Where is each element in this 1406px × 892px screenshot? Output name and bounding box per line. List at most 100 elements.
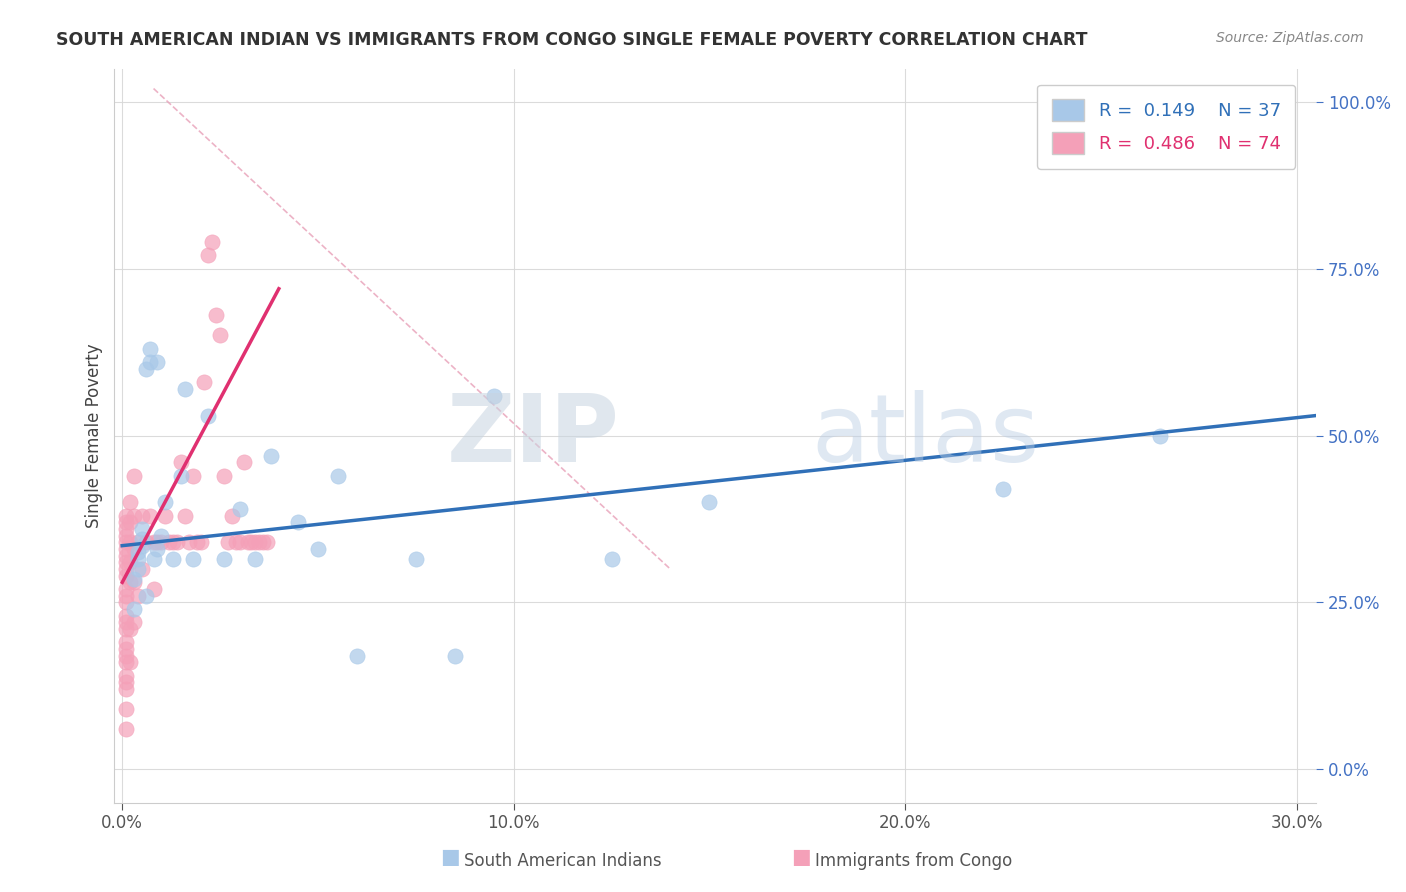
Point [120, 555, 142, 569]
Point [115, 595, 138, 609]
Point [135, 535, 157, 549]
Point [991, 482, 1014, 496]
Point [193, 375, 215, 389]
Point [120, 656, 142, 670]
Point [212, 468, 235, 483]
Point [173, 508, 195, 523]
Point [228, 535, 250, 549]
Point [209, 328, 232, 343]
Point [138, 355, 160, 369]
Point [138, 342, 160, 356]
Point [115, 508, 138, 523]
Point [260, 449, 283, 463]
Point [245, 535, 267, 549]
Point [245, 552, 267, 566]
Text: SOUTH AMERICAN INDIAN VS IMMIGRANTS FROM CONGO SINGLE FEMALE POVERTY CORRELATION: SOUTH AMERICAN INDIAN VS IMMIGRANTS FROM… [56, 31, 1088, 49]
Point [142, 535, 165, 549]
Point [127, 552, 149, 566]
Point [326, 468, 349, 483]
Point [115, 702, 138, 716]
Point [346, 648, 368, 663]
Point [122, 541, 145, 556]
Point [120, 622, 142, 636]
Point [115, 582, 138, 596]
Point [170, 455, 193, 469]
Point [122, 468, 145, 483]
Point [201, 235, 224, 249]
Point [115, 648, 138, 663]
Point [166, 535, 188, 549]
Point [240, 535, 263, 549]
Point [142, 582, 165, 596]
Text: ZIP: ZIP [446, 390, 619, 482]
Point [142, 552, 165, 566]
Point [120, 516, 142, 530]
Point [162, 535, 184, 549]
Point [307, 541, 329, 556]
Point [120, 575, 142, 590]
Text: atlas: atlas [811, 390, 1039, 482]
Point [120, 495, 142, 509]
Point [115, 562, 138, 576]
Point [256, 535, 278, 549]
Point [115, 516, 138, 530]
Point [155, 508, 177, 523]
Point [115, 541, 138, 556]
Point [115, 522, 138, 536]
Point [405, 552, 427, 566]
Point [247, 535, 270, 549]
Point [146, 535, 169, 549]
Point [225, 535, 247, 549]
Point [699, 495, 721, 509]
Point [135, 589, 157, 603]
Point [115, 669, 138, 683]
Text: Immigrants from Congo: Immigrants from Congo [815, 852, 1012, 870]
Point [127, 535, 149, 549]
Point [162, 552, 184, 566]
Point [197, 409, 219, 423]
Point [115, 682, 138, 697]
Point [131, 562, 153, 576]
Text: ■: ■ [440, 847, 460, 867]
Point [115, 722, 138, 736]
Point [212, 552, 235, 566]
Point [115, 589, 138, 603]
Point [600, 552, 623, 566]
Point [120, 535, 142, 549]
Point [155, 495, 177, 509]
Point [228, 502, 250, 516]
Point [131, 532, 153, 546]
Point [205, 309, 228, 323]
Point [157, 535, 180, 549]
Point [221, 508, 243, 523]
Point [122, 575, 145, 590]
Point [115, 529, 138, 543]
Point [197, 248, 219, 262]
Text: Source: ZipAtlas.com: Source: ZipAtlas.com [1216, 31, 1364, 45]
Point [150, 529, 173, 543]
Point [146, 541, 169, 556]
Point [115, 656, 138, 670]
Point [232, 455, 254, 469]
Point [173, 382, 195, 396]
Point [115, 535, 138, 549]
Point [252, 535, 274, 549]
Point [115, 615, 138, 630]
Point [127, 589, 149, 603]
Point [115, 549, 138, 563]
Point [115, 568, 138, 582]
Point [217, 535, 239, 549]
Point [115, 635, 138, 649]
Point [444, 648, 467, 663]
Point [170, 468, 193, 483]
Point [131, 539, 153, 553]
Point [131, 522, 153, 536]
Point [115, 642, 138, 657]
Point [150, 535, 173, 549]
Point [135, 361, 157, 376]
Point [122, 615, 145, 630]
Point [122, 572, 145, 586]
Y-axis label: Single Female Poverty: Single Female Poverty [86, 343, 103, 528]
Point [115, 608, 138, 623]
Point [181, 552, 204, 566]
